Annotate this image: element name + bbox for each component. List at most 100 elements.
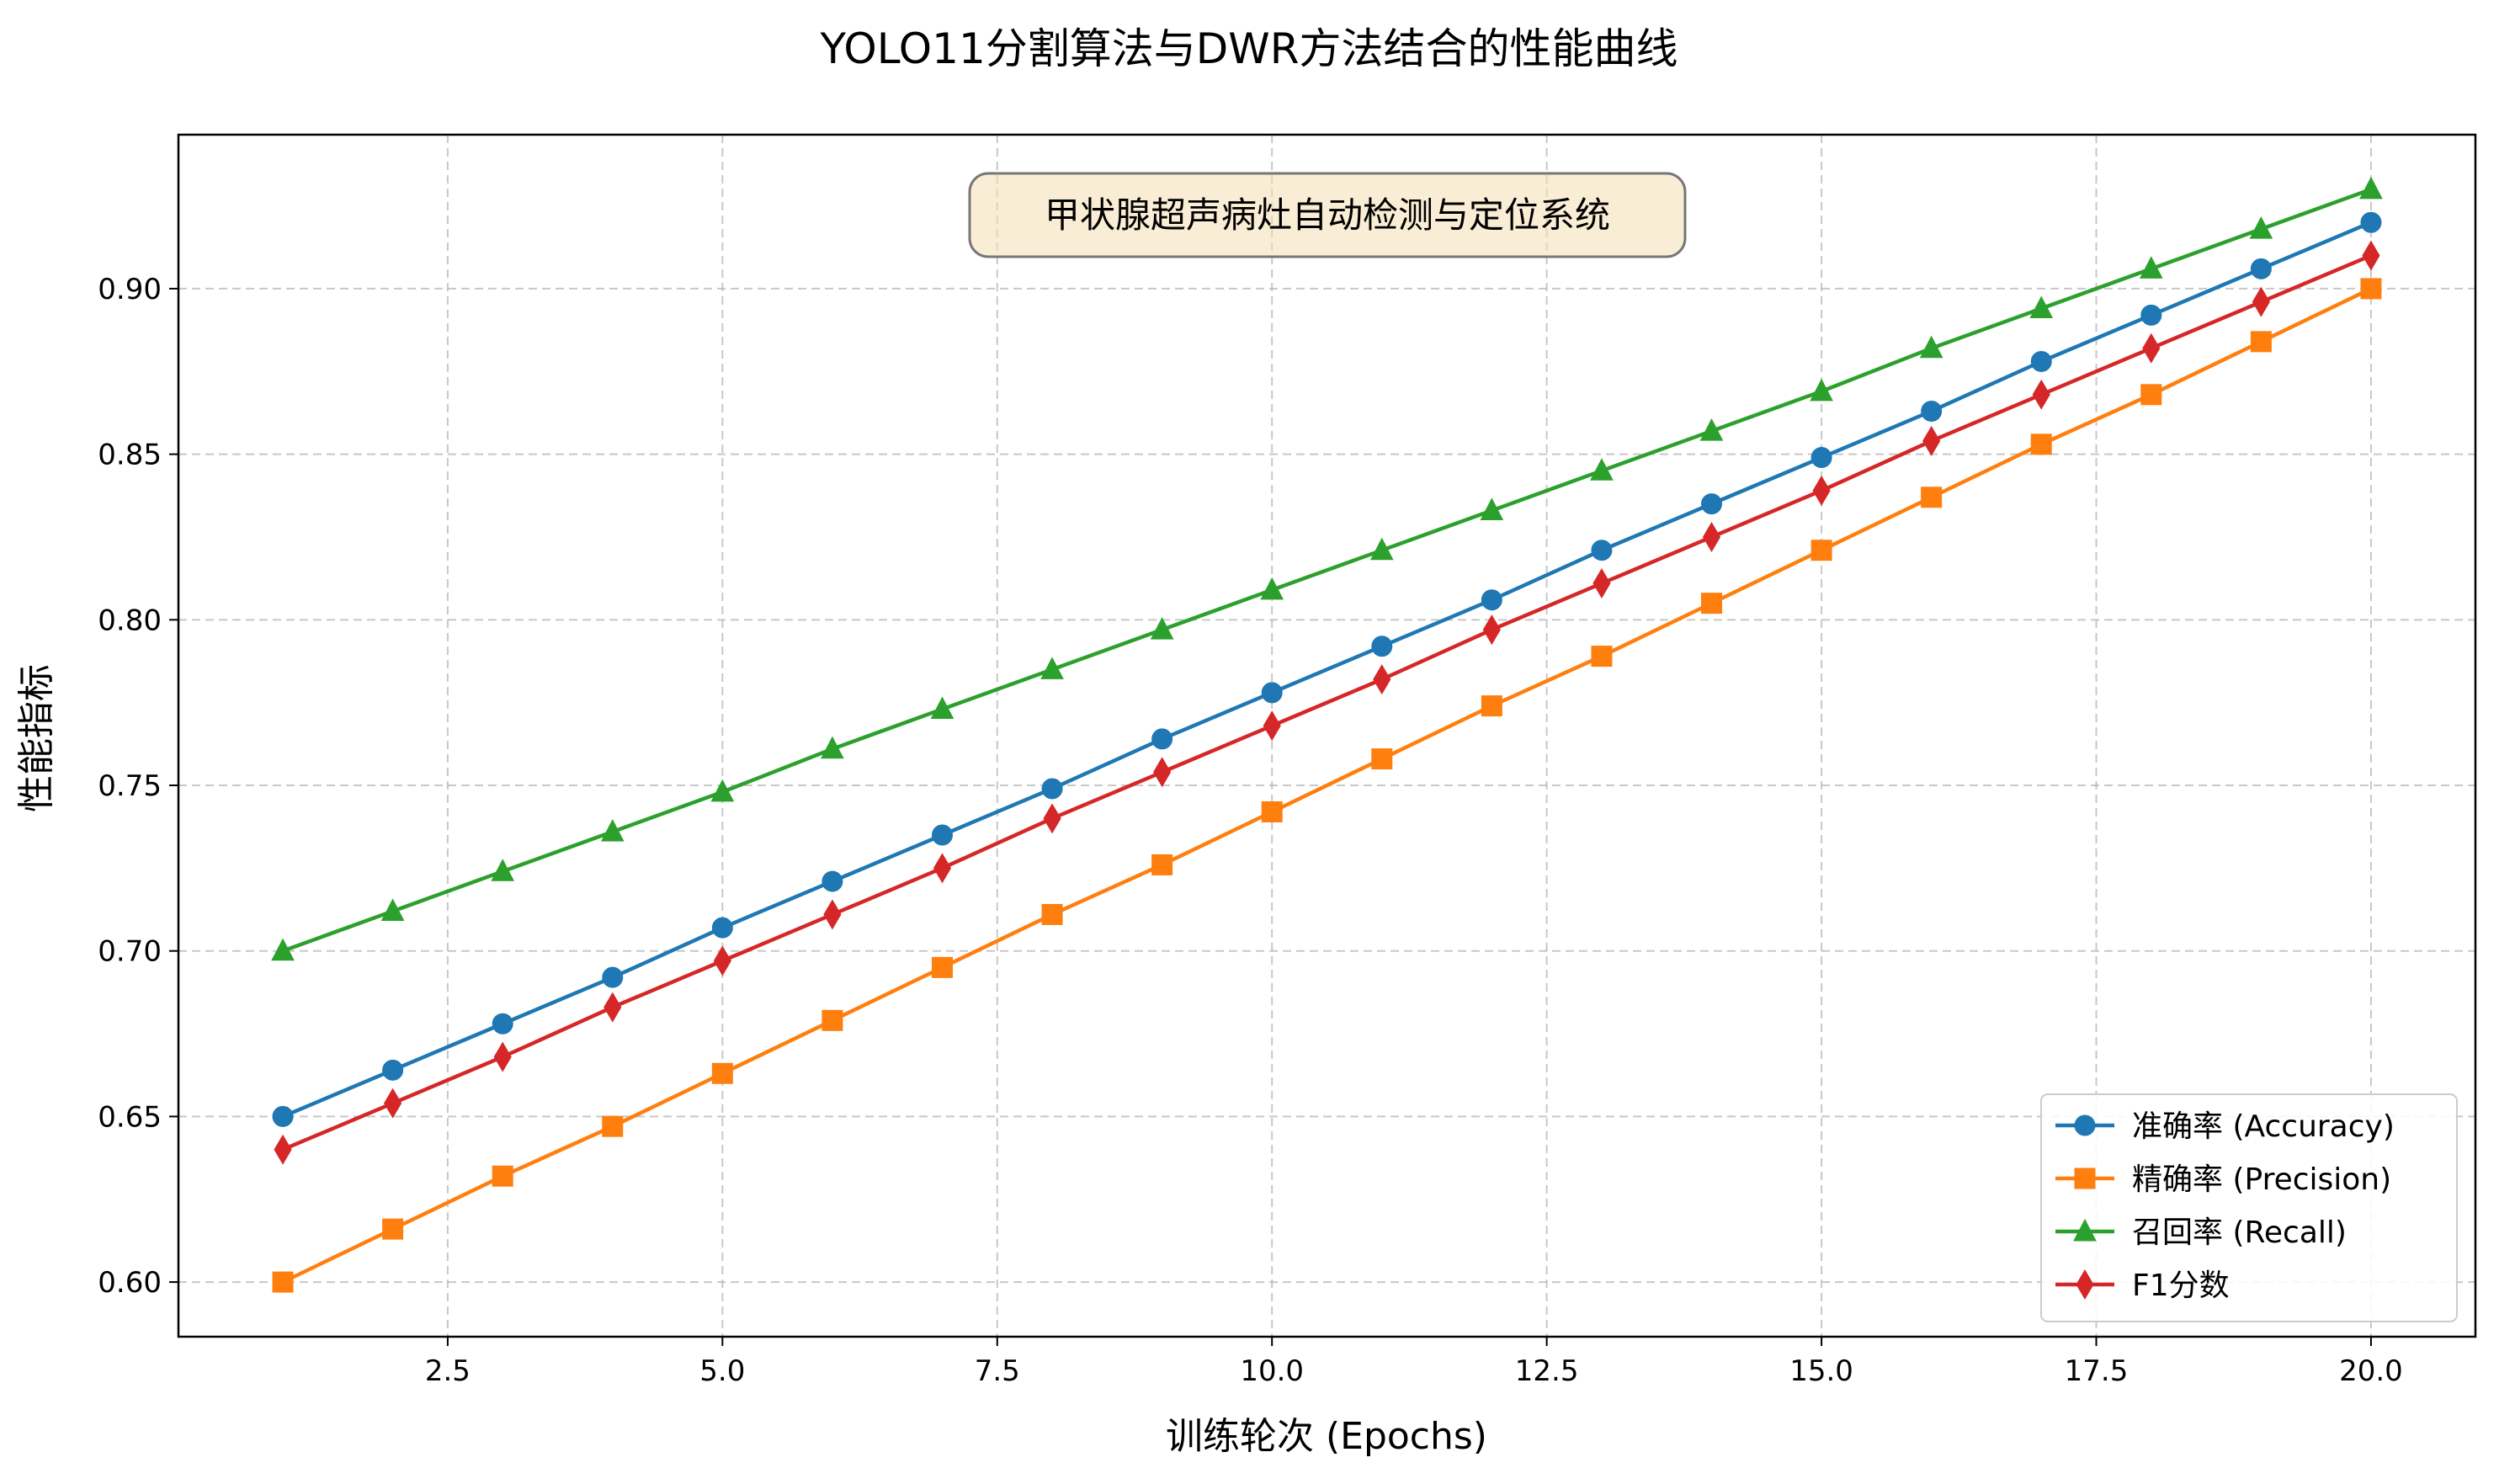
x-axis-label: 训练轮次 (Epochs) bbox=[1166, 1415, 1487, 1458]
data-point bbox=[602, 1115, 624, 1137]
y-tick-label: 0.75 bbox=[98, 769, 162, 803]
data-point bbox=[1590, 458, 1614, 481]
x-tick-label: 15.0 bbox=[1789, 1354, 1853, 1388]
data-point bbox=[1369, 537, 1394, 561]
series-layer bbox=[271, 176, 2383, 1293]
data-point bbox=[1921, 400, 1943, 422]
data-point bbox=[1371, 636, 1393, 657]
data-point bbox=[2032, 379, 2050, 410]
data-point bbox=[2029, 295, 2054, 319]
data-point bbox=[2249, 216, 2273, 239]
data-point bbox=[2140, 384, 2162, 406]
data-point bbox=[1919, 335, 1943, 359]
series-3 bbox=[271, 176, 2383, 961]
x-tick-label: 12.5 bbox=[1515, 1354, 1579, 1388]
data-point bbox=[1260, 577, 1284, 600]
x-tick-label: 2.5 bbox=[425, 1354, 471, 1388]
y-tick-label: 0.65 bbox=[98, 1100, 162, 1134]
data-point bbox=[2250, 331, 2272, 353]
data-point bbox=[1592, 568, 1611, 599]
legend-label: 准确率 (Accuracy) bbox=[2132, 1109, 2395, 1144]
y-tick-label: 0.70 bbox=[98, 935, 162, 969]
data-point bbox=[2030, 433, 2052, 455]
legend-items: 准确率 (Accuracy) 精确率 (Precision) 召回率 (Recall… bbox=[2055, 1109, 2395, 1303]
data-point bbox=[1482, 614, 1501, 646]
y-tick-label: 0.80 bbox=[98, 604, 162, 637]
data-point bbox=[1261, 682, 1283, 704]
y-tick-label: 0.85 bbox=[98, 439, 162, 472]
data-point bbox=[2030, 350, 2052, 372]
data-point bbox=[930, 696, 954, 720]
data-point bbox=[1481, 695, 1502, 717]
data-point bbox=[380, 898, 405, 921]
data-point bbox=[2140, 304, 2162, 326]
data-point bbox=[711, 1062, 733, 1084]
series-1 bbox=[272, 211, 2382, 1127]
data-point bbox=[491, 859, 515, 881]
data-point bbox=[713, 945, 731, 976]
series-line bbox=[282, 286, 2372, 1285]
x-tick-label: 5.0 bbox=[699, 1354, 745, 1388]
legend-entry: 召回率 (Recall) bbox=[2055, 1215, 2347, 1250]
data-point bbox=[1150, 617, 1174, 640]
chart-title: YOLO11分割算法与DWR方法结合的性能曲线 bbox=[820, 24, 1678, 73]
legend-entry: 精确率 (Precision) bbox=[2055, 1162, 2391, 1197]
series-line bbox=[282, 221, 2372, 1119]
data-point bbox=[933, 853, 952, 884]
data-point bbox=[271, 938, 295, 961]
data-point bbox=[2362, 240, 2380, 271]
data-point bbox=[492, 1165, 513, 1187]
data-point bbox=[1263, 710, 1281, 742]
data-point bbox=[2142, 332, 2161, 364]
data-point bbox=[821, 736, 844, 759]
data-point bbox=[1261, 801, 1283, 822]
legend-entry: 准确率 (Accuracy) bbox=[2055, 1109, 2395, 1144]
x-tick-label: 7.5 bbox=[975, 1354, 1020, 1388]
data-point bbox=[272, 1271, 294, 1293]
data-point bbox=[1810, 540, 1832, 561]
legend-marker bbox=[2073, 1218, 2097, 1242]
data-point bbox=[1481, 589, 1502, 611]
legend-marker bbox=[2076, 1269, 2094, 1300]
legend-marker bbox=[2074, 1114, 2096, 1136]
data-point bbox=[710, 779, 735, 802]
annotation-text: 甲状腺超声病灶自动检测与定位系统 bbox=[1045, 194, 1610, 236]
data-point bbox=[823, 899, 842, 930]
data-point bbox=[711, 917, 733, 939]
data-point bbox=[2250, 258, 2272, 279]
data-point bbox=[2359, 176, 2383, 199]
data-point bbox=[1810, 378, 1833, 402]
legend-label: 精确率 (Precision) bbox=[2132, 1162, 2391, 1197]
data-point bbox=[1040, 657, 1064, 679]
data-point bbox=[1480, 497, 1504, 520]
data-point bbox=[1153, 757, 1172, 788]
data-point bbox=[2139, 256, 2163, 279]
data-point bbox=[382, 1218, 404, 1240]
data-point bbox=[2252, 286, 2270, 317]
y-tick-label: 0.60 bbox=[98, 1266, 162, 1300]
data-point bbox=[272, 1105, 294, 1127]
data-point bbox=[821, 870, 843, 892]
data-point bbox=[1371, 748, 1393, 770]
data-point bbox=[1702, 521, 1721, 552]
data-point bbox=[492, 1013, 513, 1035]
legend-label: F1分数 bbox=[2132, 1269, 2230, 1303]
series-line bbox=[282, 253, 2372, 1152]
data-point bbox=[1701, 593, 1723, 614]
data-point bbox=[1591, 540, 1613, 561]
annotation-box: 甲状腺超声病灶自动检测与定位系统 bbox=[968, 172, 1687, 258]
x-tick-label: 17.5 bbox=[2065, 1354, 2129, 1388]
annotation-background bbox=[968, 172, 1687, 258]
data-point bbox=[2360, 278, 2382, 300]
data-point bbox=[1701, 493, 1723, 515]
legend-marker bbox=[2074, 1168, 2096, 1189]
data-point bbox=[1922, 425, 1941, 456]
series-4 bbox=[274, 240, 2380, 1165]
x-tick-label: 20.0 bbox=[2339, 1354, 2403, 1388]
data-point bbox=[384, 1088, 402, 1119]
legend-label: 召回率 (Recall) bbox=[2132, 1215, 2347, 1250]
data-point bbox=[1699, 418, 1724, 441]
data-point bbox=[2360, 211, 2382, 233]
y-tick-label: 0.90 bbox=[98, 273, 162, 306]
